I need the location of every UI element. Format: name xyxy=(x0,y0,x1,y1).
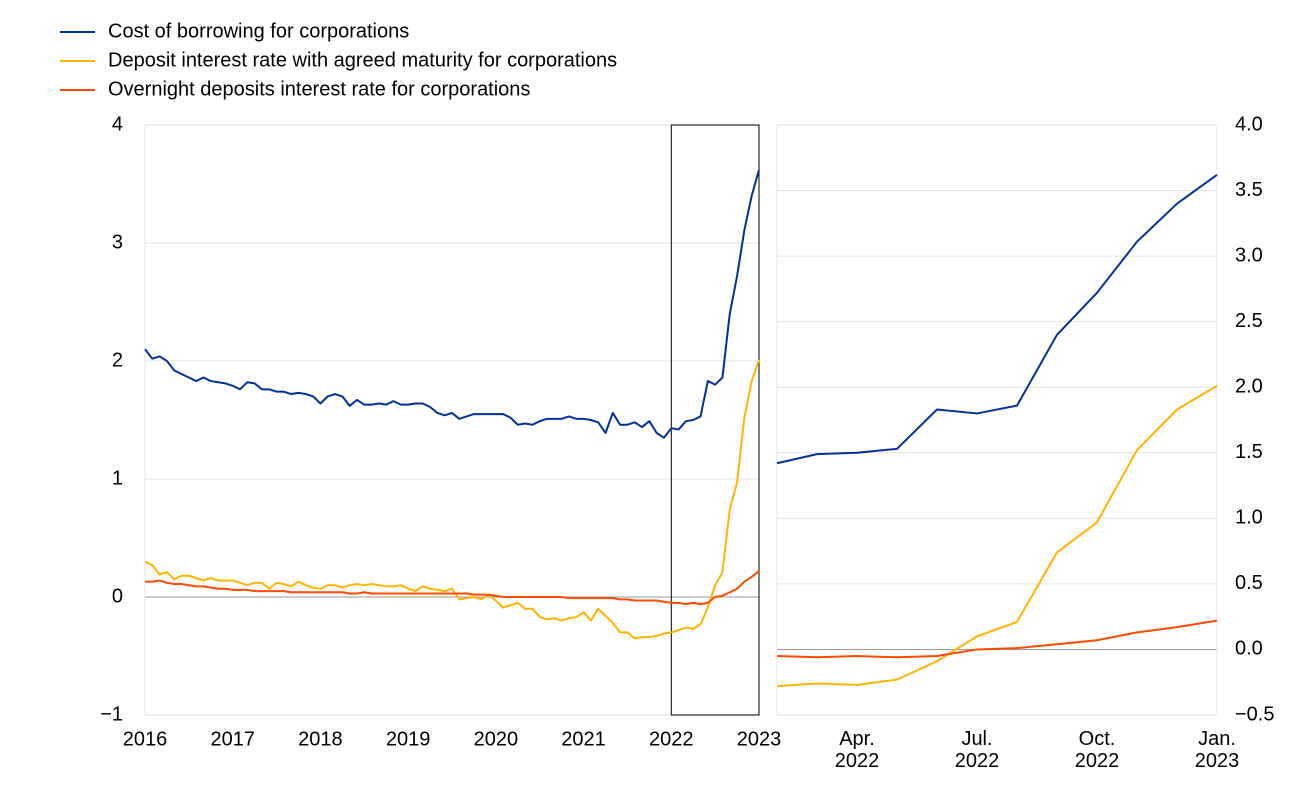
x-tick-label: 2022 xyxy=(649,728,694,750)
y-tick-label: 3 xyxy=(112,231,123,253)
legend-label: Overnight deposits interest rate for cor… xyxy=(108,78,530,100)
y-tick-label: −0.5 xyxy=(1235,703,1274,725)
x-tick-label: 2017 xyxy=(210,728,255,750)
y-tick-label: 0 xyxy=(112,585,123,607)
y-tick-label: 1.5 xyxy=(1235,441,1263,463)
y-tick-label: −1 xyxy=(100,703,123,725)
x-tick-label: 2021 xyxy=(561,728,606,750)
series-line xyxy=(144,169,760,439)
x-tick-label: 2023 xyxy=(737,728,782,750)
x-tick-label: Apr. 2022 xyxy=(835,728,880,772)
y-tick-label: 1 xyxy=(112,467,123,489)
x-tick-label: 2019 xyxy=(386,728,431,750)
x-tick-label: 2016 xyxy=(123,728,168,750)
y-tick-label: 3.5 xyxy=(1235,179,1263,201)
x-tick-label: Oct. 2022 xyxy=(1075,728,1120,772)
x-tick-label: Jan. 2023 xyxy=(1195,728,1240,772)
series-line xyxy=(776,174,1218,465)
y-tick-label: 4.0 xyxy=(1235,113,1263,135)
y-tick-label: 0.5 xyxy=(1235,572,1263,594)
y-tick-label: 3.0 xyxy=(1235,244,1263,266)
y-tick-label: 2.0 xyxy=(1235,376,1263,398)
highlight-box xyxy=(670,124,760,716)
series-line xyxy=(144,359,760,640)
y-tick-label: 0.0 xyxy=(1235,638,1263,660)
y-tick-label: 2 xyxy=(112,349,123,371)
y-tick-label: 4 xyxy=(112,113,123,135)
series-line xyxy=(145,570,760,606)
x-tick-label: 2018 xyxy=(298,728,343,750)
legend-label: Cost of borrowing for corporations xyxy=(108,20,409,42)
y-tick-label: 1.0 xyxy=(1235,507,1263,529)
y-tick-label: 2.5 xyxy=(1235,310,1263,332)
legend-label: Deposit interest rate with agreed maturi… xyxy=(108,49,617,71)
series-line xyxy=(776,619,1218,659)
x-tick-label: Jul. 2022 xyxy=(955,728,1000,772)
series-line xyxy=(776,385,1218,688)
x-tick-label: 2020 xyxy=(474,728,519,750)
